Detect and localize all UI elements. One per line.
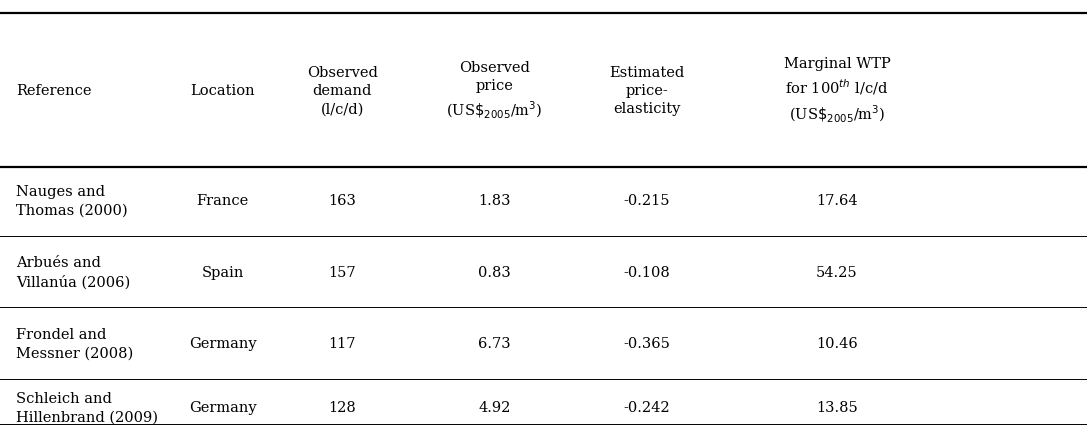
Text: 0.83: 0.83 [478, 266, 511, 280]
Text: -0.215: -0.215 [624, 194, 670, 208]
Text: Estimated
price-
elasticity: Estimated price- elasticity [609, 65, 685, 116]
Text: 54.25: 54.25 [816, 266, 858, 280]
Text: Spain: Spain [202, 266, 243, 280]
Text: 1.83: 1.83 [478, 194, 511, 208]
Text: Germany: Germany [189, 337, 257, 351]
Text: Marginal WTP
for 100$^{th}$ l/c/d
(US$\$_{2005}$/m$^3$): Marginal WTP for 100$^{th}$ l/c/d (US$\$… [784, 57, 890, 125]
Text: Observed
demand
(l/c/d): Observed demand (l/c/d) [307, 65, 378, 116]
Text: 128: 128 [328, 401, 357, 415]
Text: Schleich and
Hillenbrand (2009): Schleich and Hillenbrand (2009) [16, 392, 159, 424]
Text: 17.64: 17.64 [816, 194, 858, 208]
Text: Location: Location [190, 84, 255, 98]
Text: Frondel and
Messner (2008): Frondel and Messner (2008) [16, 328, 134, 360]
Text: -0.365: -0.365 [623, 337, 671, 351]
Text: -0.108: -0.108 [623, 266, 671, 280]
Text: Arbués and
Villanúa (2006): Arbués and Villanúa (2006) [16, 256, 130, 289]
Text: France: France [197, 194, 249, 208]
Text: Germany: Germany [189, 401, 257, 415]
Text: 4.92: 4.92 [478, 401, 511, 415]
Text: 6.73: 6.73 [478, 337, 511, 351]
Text: -0.242: -0.242 [624, 401, 670, 415]
Text: Nauges and
Thomas (2000): Nauges and Thomas (2000) [16, 185, 128, 217]
Text: Reference: Reference [16, 84, 91, 98]
Text: Observed
price
(US$\$_{2005}$/m$^3$): Observed price (US$\$_{2005}$/m$^3$) [447, 61, 542, 121]
Text: 117: 117 [328, 337, 357, 351]
Text: 157: 157 [328, 266, 357, 280]
Text: 10.46: 10.46 [816, 337, 858, 351]
Text: 163: 163 [328, 194, 357, 208]
Text: 13.85: 13.85 [816, 401, 858, 415]
